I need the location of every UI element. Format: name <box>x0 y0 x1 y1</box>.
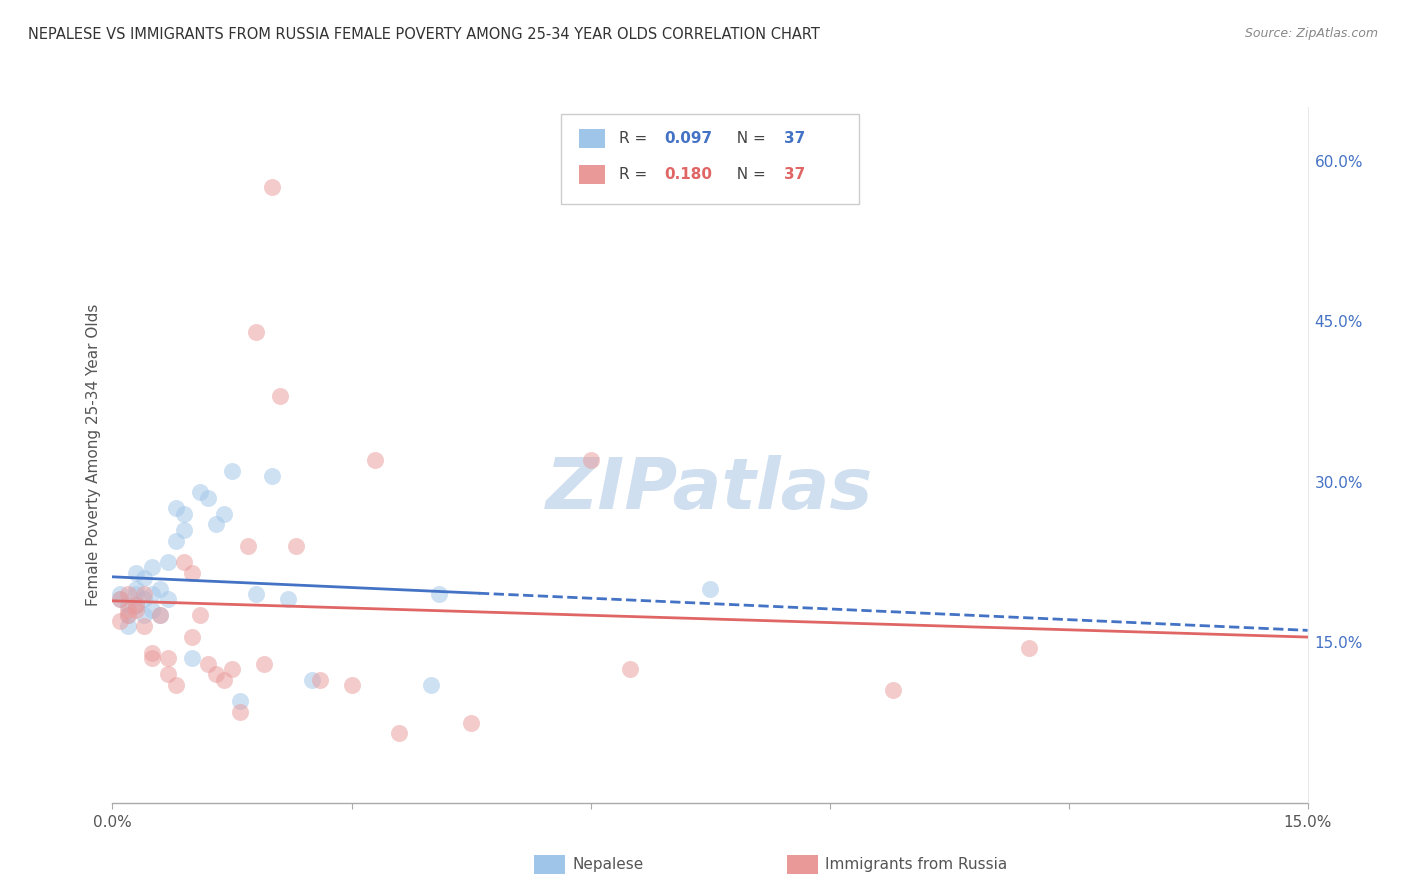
Text: N =: N = <box>727 131 770 146</box>
Point <box>149 582 172 596</box>
Point <box>157 651 180 665</box>
Point <box>141 646 163 660</box>
Point <box>260 469 283 483</box>
Point <box>125 587 148 601</box>
Point <box>460 715 482 730</box>
Y-axis label: Female Poverty Among 25-34 Year Olds: Female Poverty Among 25-34 Year Olds <box>86 304 101 606</box>
Point <box>388 726 411 740</box>
Point <box>181 630 204 644</box>
Point <box>141 603 163 617</box>
Point <box>117 608 139 623</box>
Point <box>134 619 156 633</box>
Point <box>125 598 148 612</box>
Point <box>277 592 299 607</box>
Point <box>157 555 180 569</box>
Point <box>269 389 291 403</box>
Point <box>882 683 904 698</box>
Text: Immigrants from Russia: Immigrants from Russia <box>825 857 1008 871</box>
Point <box>149 608 172 623</box>
Text: R =: R = <box>619 131 657 146</box>
Point <box>117 608 139 623</box>
Point <box>141 560 163 574</box>
Point <box>284 539 307 553</box>
Point <box>236 539 259 553</box>
Point <box>125 598 148 612</box>
Point <box>245 325 267 339</box>
Point <box>308 673 330 687</box>
Point <box>117 603 139 617</box>
Point <box>173 507 195 521</box>
Text: Nepalese: Nepalese <box>572 857 644 871</box>
Point <box>205 667 228 681</box>
Point <box>110 592 132 607</box>
Point <box>301 673 323 687</box>
Point <box>125 582 148 596</box>
Point <box>212 673 235 687</box>
Point <box>165 501 187 516</box>
Point <box>188 608 211 623</box>
Point <box>619 662 641 676</box>
Point <box>205 517 228 532</box>
Text: 0.097: 0.097 <box>665 131 713 146</box>
Point <box>245 587 267 601</box>
Point <box>149 608 172 623</box>
Point <box>229 705 252 719</box>
Point <box>157 667 180 681</box>
Point <box>157 592 180 607</box>
Text: Source: ZipAtlas.com: Source: ZipAtlas.com <box>1244 27 1378 40</box>
Text: ZIPatlas: ZIPatlas <box>547 455 873 524</box>
Point <box>1018 640 1040 655</box>
Point <box>427 587 450 601</box>
FancyBboxPatch shape <box>579 128 605 148</box>
Point <box>117 587 139 601</box>
Point <box>260 180 283 194</box>
Point <box>221 464 243 478</box>
Point <box>165 533 187 548</box>
Text: N =: N = <box>727 167 770 182</box>
Point <box>134 571 156 585</box>
Text: 37: 37 <box>785 167 806 182</box>
Text: 37: 37 <box>785 131 806 146</box>
Point <box>197 491 219 505</box>
Point <box>579 453 602 467</box>
Text: R =: R = <box>619 167 657 182</box>
Point <box>188 485 211 500</box>
Point <box>173 523 195 537</box>
Text: NEPALESE VS IMMIGRANTS FROM RUSSIA FEMALE POVERTY AMONG 25-34 YEAR OLDS CORRELAT: NEPALESE VS IMMIGRANTS FROM RUSSIA FEMAL… <box>28 27 820 42</box>
Point <box>181 651 204 665</box>
Point <box>364 453 387 467</box>
Point <box>134 587 156 601</box>
Point <box>212 507 235 521</box>
Point <box>110 614 132 628</box>
Point <box>134 608 156 623</box>
Point <box>110 592 132 607</box>
Point <box>173 555 195 569</box>
Point <box>110 587 132 601</box>
Point <box>125 566 148 580</box>
Point <box>165 678 187 692</box>
Point <box>253 657 276 671</box>
Point <box>134 592 156 607</box>
Text: 0.180: 0.180 <box>665 167 713 182</box>
Point <box>141 587 163 601</box>
Point <box>117 598 139 612</box>
Point <box>340 678 363 692</box>
Point <box>420 678 443 692</box>
FancyBboxPatch shape <box>579 165 605 185</box>
Point <box>197 657 219 671</box>
Point <box>181 566 204 580</box>
Point <box>117 619 139 633</box>
Point <box>699 582 721 596</box>
FancyBboxPatch shape <box>561 114 859 204</box>
Point <box>221 662 243 676</box>
Point <box>229 694 252 708</box>
Point <box>125 603 148 617</box>
Point <box>141 651 163 665</box>
